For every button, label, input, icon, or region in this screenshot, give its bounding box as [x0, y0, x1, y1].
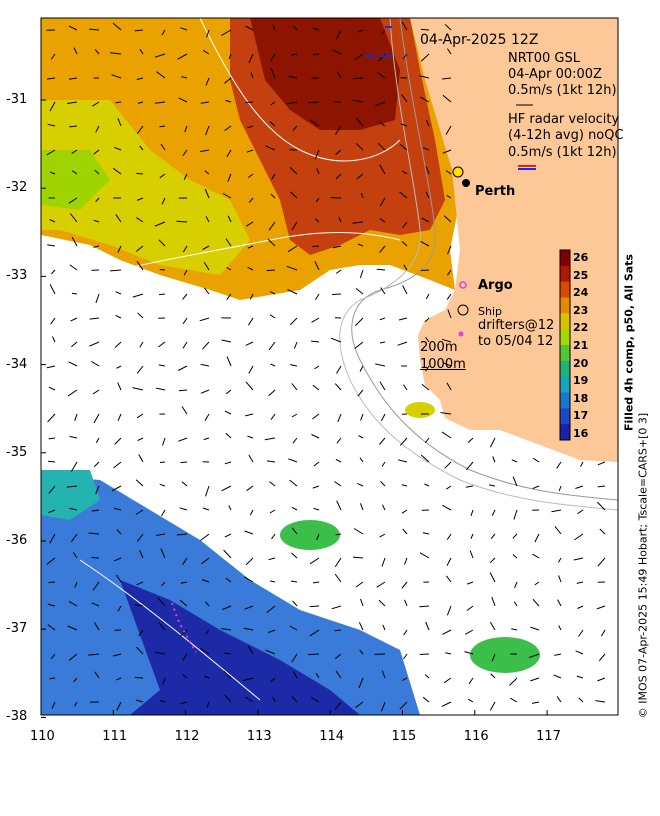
colorbar-swatch: [560, 377, 570, 393]
colorbar-tick-label: 23: [573, 304, 588, 317]
colorbar-swatch: [560, 408, 570, 424]
colorbar-swatch: [560, 393, 570, 409]
argo-label: Argo: [478, 278, 513, 293]
colorbar-swatch: [560, 282, 570, 298]
radar-station-marker: [453, 167, 463, 177]
drifter-marker: [459, 332, 464, 337]
velocity-arrow: [159, 294, 165, 295]
y-tick-label: -31: [6, 92, 27, 107]
x-tick-label: 112: [175, 729, 200, 744]
hf-radar-scale: 0.5m/s (1kt 12h): [508, 145, 617, 160]
colorbar-swatch: [560, 266, 570, 282]
velocity-arrow: [160, 462, 165, 463]
colorbar-tick-label: 18: [573, 392, 588, 405]
colorbar-tick-label: 16: [573, 427, 588, 440]
perth-label: Perth: [475, 184, 515, 199]
x-tick-label: 113: [247, 729, 272, 744]
velocity-arrow: [308, 654, 319, 655]
velocity-arrow: [312, 246, 319, 247]
hf-radar-avg: (4-12h avg) noQC: [508, 128, 624, 143]
drifters-label: drifters@12: [478, 318, 554, 333]
y-tick-label: -33: [6, 268, 27, 283]
contour-200m-label: 200m: [420, 340, 457, 355]
colorbar-tick-label: 24: [573, 286, 588, 299]
velocity-arrow: [421, 270, 429, 271]
y-tick-label: -35: [6, 445, 27, 460]
colorbar-tick-label: 19: [573, 374, 588, 387]
velocity-arrow: [267, 270, 275, 271]
footer-credit: © IMOS 07-Apr-2025 15:49 Hobart; Tscale=…: [637, 316, 650, 816]
colorbar-swatch: [560, 361, 570, 377]
velocity-arrow: [421, 29, 429, 30]
velocity-arrow: [332, 294, 341, 295]
colorbar-swatch: [560, 424, 570, 440]
sst-patch: [280, 520, 340, 550]
colorbar-title: Filled 4h comp, p50, All Sats: [623, 233, 636, 453]
y-tick-label: -36: [6, 533, 27, 548]
y-tick-label: -37: [6, 621, 27, 636]
colorbar-tick-label: 17: [573, 409, 588, 422]
timestamp-label: 04-Apr-2025 12Z: [420, 33, 538, 48]
colorbar-tick-label: 26: [573, 251, 588, 264]
hf-radar-title: HF radar velocity: [508, 112, 619, 127]
sst-patch: [405, 402, 435, 418]
colorbar-swatch: [560, 298, 570, 314]
x-tick-label: 115: [392, 729, 417, 744]
colorbar-swatch: [560, 313, 570, 329]
gsl-scale: 0.5m/s (1kt 12h): [508, 83, 617, 98]
colorbar-swatch: [560, 250, 570, 266]
velocity-arrow: [136, 173, 143, 174]
velocity-arrow: [92, 558, 100, 559]
velocity-arrow: [420, 654, 429, 655]
velocity-arrow: [181, 462, 188, 463]
velocity-arrow: [353, 78, 363, 79]
velocity-arrow: [135, 677, 143, 678]
velocity-arrow: [50, 678, 56, 679]
sst-patch: [470, 637, 540, 673]
colorbar-swatch: [560, 345, 570, 361]
x-tick-label: 111: [102, 729, 127, 744]
x-tick-label: 117: [536, 729, 561, 744]
perth-marker: [462, 179, 470, 187]
y-tick-label: -34: [6, 357, 27, 372]
colorbar-tick-label: 21: [573, 339, 588, 352]
velocity-arrow: [245, 102, 253, 103]
drifters-to-label: to 05/04 12: [478, 334, 553, 349]
gsl-title: NRT00 GSL: [508, 51, 580, 66]
colorbar-swatch: [560, 329, 570, 345]
ship-label: Ship: [478, 304, 502, 319]
contour-1000m-label: 1000m: [420, 357, 466, 372]
velocity-arrow: [49, 582, 55, 583]
gsl-time: 04-Apr 00:00Z: [508, 67, 602, 82]
x-tick-label: 110: [30, 729, 55, 744]
velocity-arrow: [72, 293, 77, 294]
colorbar-tick-label: 25: [573, 269, 588, 282]
y-tick-label: -38: [6, 709, 27, 724]
x-tick-label: 114: [319, 729, 344, 744]
velocity-arrow: [310, 606, 319, 607]
colorbar-tick-label: 20: [573, 357, 588, 370]
velocity-arrow: [335, 630, 341, 631]
y-tick-label: -32: [6, 180, 27, 195]
velocity-arrow: [160, 270, 165, 271]
colorbar-tick-label: 22: [573, 321, 588, 334]
x-tick-label: 116: [464, 729, 489, 744]
sst-colorbar: [560, 250, 570, 441]
